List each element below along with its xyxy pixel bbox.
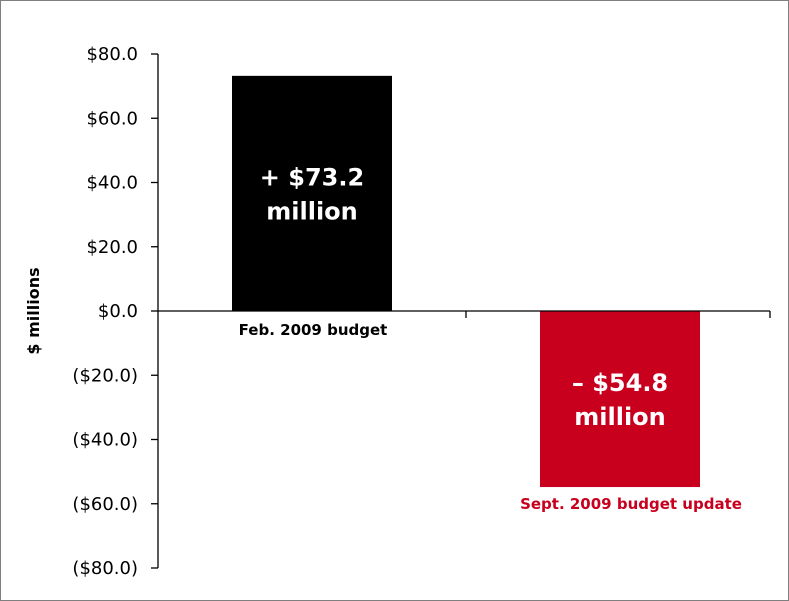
y-tick-label: $40.0 xyxy=(86,173,138,194)
y-tick-label: $0.0 xyxy=(98,301,138,322)
bar-1 xyxy=(232,75,392,311)
bar-value-label-line: million xyxy=(266,197,358,225)
y-tick-label: ($20.0) xyxy=(72,365,138,386)
y-axis: $80.0 $60.0 $40.0 $20.0 $0.0 ($20.0) ($40.0) ($… xyxy=(72,44,159,579)
y-tick-label: $20.0 xyxy=(86,237,138,258)
bars xyxy=(232,75,700,488)
category-label: Sept. 2009 budget update xyxy=(520,495,742,513)
y-axis-title: $ millions xyxy=(24,267,43,354)
bar-value-label: + $73.2 million xyxy=(260,163,364,225)
y-tick-label: ($60.0) xyxy=(72,494,138,515)
y-tick-label: $80.0 xyxy=(86,44,138,65)
category-label: Feb. 2009 budget xyxy=(239,321,388,339)
bar-value-label-line: million xyxy=(574,403,666,431)
bar-value-label-line: – $54.8 xyxy=(572,369,668,397)
bar-value-label: – $54.8 million xyxy=(572,369,668,431)
y-tick-label: $60.0 xyxy=(86,108,138,129)
data-labels: + $73.2 million – $54.8 million Feb. 2009 bu… xyxy=(239,163,742,513)
y-tick-label: ($80.0) xyxy=(72,558,138,579)
bar-2 xyxy=(540,311,700,488)
bar-value-label-line: + $73.2 xyxy=(260,163,364,191)
x-axis xyxy=(158,310,771,318)
y-tick-label: ($40.0) xyxy=(72,430,138,451)
